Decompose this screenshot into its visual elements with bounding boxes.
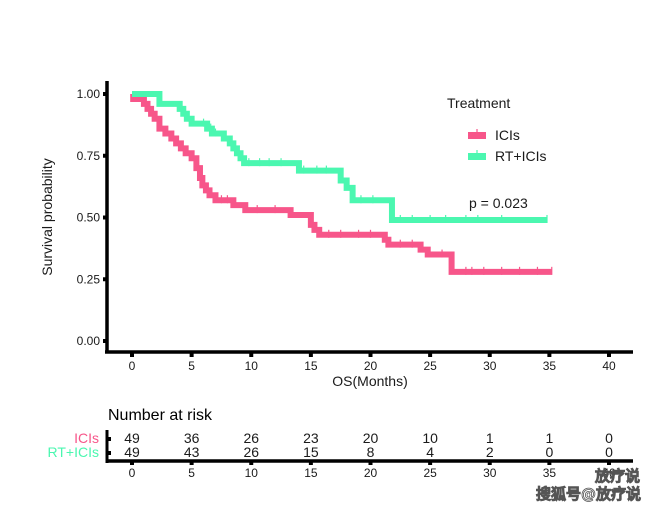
y-tick-label: 0.25: [77, 272, 101, 286]
risk-row-label: RT+ICIs: [48, 444, 99, 460]
x-tick-mark: [607, 353, 611, 357]
watermark-top: 放疗说: [594, 467, 640, 485]
x-tick-mark: [249, 353, 254, 357]
x-tick-label: 15: [304, 359, 318, 373]
y-ticks: 0.00 0.25 0.50 0.75 1.00: [77, 87, 107, 348]
risk-count: 10: [422, 430, 438, 446]
risk-count: 49: [124, 430, 140, 446]
risk-x-tick-label: 5: [188, 466, 195, 480]
x-tick-label: 5: [188, 359, 195, 373]
x-tick-label: 25: [423, 359, 437, 373]
y-axis-label: Survival probability: [39, 158, 55, 276]
x-tick-mark: [487, 353, 492, 357]
risk-count: 0: [605, 430, 613, 446]
risk-count: 43: [184, 444, 200, 460]
legend-key: [468, 132, 486, 139]
risk-count: 2: [486, 444, 494, 460]
watermark-bottom: 搜狐号@放疗说: [536, 485, 641, 503]
x-tick-mark: [368, 353, 373, 357]
risk-x-tick-mark: [487, 460, 492, 465]
risk-x-tick-mark: [249, 460, 254, 465]
risk-count: 26: [243, 444, 259, 460]
risk-table-title: Number at risk: [108, 407, 213, 424]
x-tick-label: 40: [602, 359, 616, 373]
legend-title: Treatment: [447, 95, 510, 111]
risk-count: 26: [243, 430, 259, 446]
risk-count: 36: [184, 430, 200, 446]
risk-x-tick-mark: [547, 460, 552, 465]
x-tick-mark: [130, 353, 134, 357]
x-tick-label: 20: [364, 359, 378, 373]
risk-count: 1: [545, 430, 553, 446]
risk-x-tick-mark: [428, 460, 433, 465]
risk-table: ICIs 49 36 26 23 20 10 1 1 0RT+ICIs 49 43 26 15 8 4 2 0 00…: [48, 430, 633, 480]
risk-x-tick-mark: [368, 460, 373, 465]
risk-x-tick-mark: [130, 460, 134, 465]
risk-x-tick-label: 0: [129, 466, 136, 480]
y-tick-mark: [103, 92, 107, 96]
risk-count: 15: [303, 444, 319, 460]
legend-label: ICIs: [495, 127, 520, 143]
risk-x-tick-label: 10: [245, 466, 259, 480]
legend-label: RT+ICIs: [495, 148, 546, 164]
y-tick-mark: [103, 153, 107, 158]
x-tick-mark: [308, 353, 313, 357]
x-tick-label: 30: [483, 359, 497, 373]
risk-x-tick-label: 25: [423, 466, 437, 480]
x-axis-label: OS(Months): [332, 373, 407, 389]
risk-count: 23: [303, 430, 319, 446]
axes: [105, 81, 633, 354]
risk-count: 8: [367, 444, 375, 460]
x-tick-label: 10: [245, 359, 259, 373]
risk-x-tick-label: 40: [602, 466, 616, 480]
risk-count: 1: [486, 430, 494, 446]
y-tick-label: 1.00: [77, 87, 101, 101]
risk-x-tick-label: 35: [543, 466, 557, 480]
legend: Treatment ICIs RT+ICIs: [447, 95, 546, 164]
risk-row-tick: [108, 451, 111, 455]
y-tick-mark: [103, 215, 107, 220]
y-tick-label: 0.50: [77, 211, 101, 225]
risk-x-tick-mark: [189, 460, 194, 465]
risk-count: 0: [605, 444, 613, 460]
p-value-annotation: p = 0.023: [469, 195, 528, 211]
y-tick-label: 0.00: [77, 334, 101, 348]
risk-x-tick-mark: [308, 460, 313, 465]
x-ticks: 0 5 10 15 20 25 30 35 40: [129, 353, 616, 373]
x-tick-mark: [547, 353, 552, 357]
risk-row-tick: [108, 437, 111, 441]
risk-count: 0: [545, 444, 553, 460]
km-curve-icis: [130, 91, 552, 275]
risk-row-label: ICIs: [74, 430, 99, 446]
x-tick-label: 35: [543, 359, 557, 373]
legend-key: [468, 153, 486, 160]
y-tick-mark: [103, 339, 107, 343]
risk-x-tick-mark: [607, 460, 611, 465]
risk-count: 20: [363, 430, 379, 446]
survival-curves: [130, 91, 553, 275]
x-tick-label: 0: [129, 359, 136, 373]
risk-x-tick-label: 30: [483, 466, 497, 480]
y-tick-mark: [103, 277, 107, 282]
risk-x-tick-label: 15: [304, 466, 318, 480]
risk-count: 49: [124, 444, 140, 460]
y-tick-label: 0.75: [77, 149, 101, 163]
x-tick-mark: [189, 353, 194, 357]
x-tick-mark: [428, 353, 433, 357]
risk-x-tick-label: 20: [364, 466, 378, 480]
risk-count: 4: [426, 444, 434, 460]
watermark: 放疗说 搜狐号@放疗说: [536, 467, 642, 504]
km-curve-rt-icis: [132, 91, 547, 223]
